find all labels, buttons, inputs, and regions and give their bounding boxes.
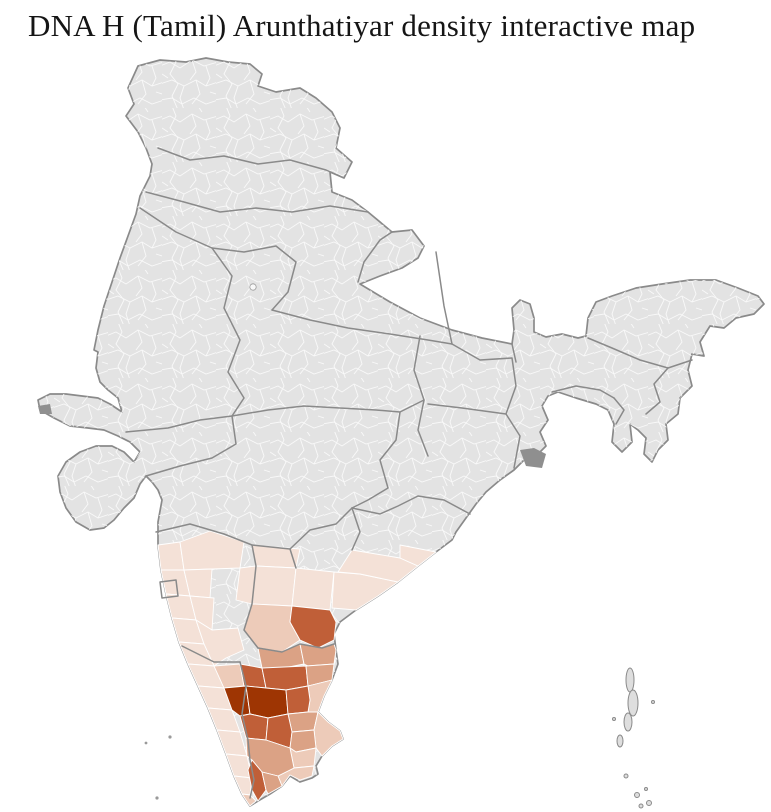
delhi-spot — [249, 283, 257, 291]
andaman-nicobar-islands — [612, 667, 655, 809]
sundarbans-delta-patch — [520, 448, 546, 468]
district-shape[interactable] — [289, 747, 317, 769]
district-shape[interactable] — [261, 665, 309, 691]
district-shape[interactable] — [179, 530, 245, 571]
district-shape[interactable] — [313, 711, 344, 757]
page-title: DNA H (Tamil) Arunthatiyar density inter… — [28, 8, 696, 43]
kutch-tip-patch — [38, 404, 52, 414]
district-shape[interactable] — [399, 544, 437, 567]
district-shape[interactable] — [235, 565, 297, 607]
district-shape[interactable] — [233, 775, 253, 796]
district-shape[interactable] — [241, 793, 257, 807]
choropleth-districts[interactable] — [157, 530, 437, 807]
lakshadweep-islands — [144, 735, 172, 800]
district-shape[interactable] — [289, 605, 337, 649]
state-borders — [125, 147, 693, 799]
district-shape[interactable] — [157, 541, 185, 571]
district-shape[interactable] — [261, 771, 283, 795]
district-texture — [38, 58, 764, 806]
district-shape[interactable] — [287, 711, 319, 733]
district-shape[interactable] — [291, 567, 335, 611]
district-shape[interactable] — [285, 685, 311, 715]
district-shape[interactable] — [307, 679, 333, 713]
district-shape[interactable] — [245, 685, 289, 719]
